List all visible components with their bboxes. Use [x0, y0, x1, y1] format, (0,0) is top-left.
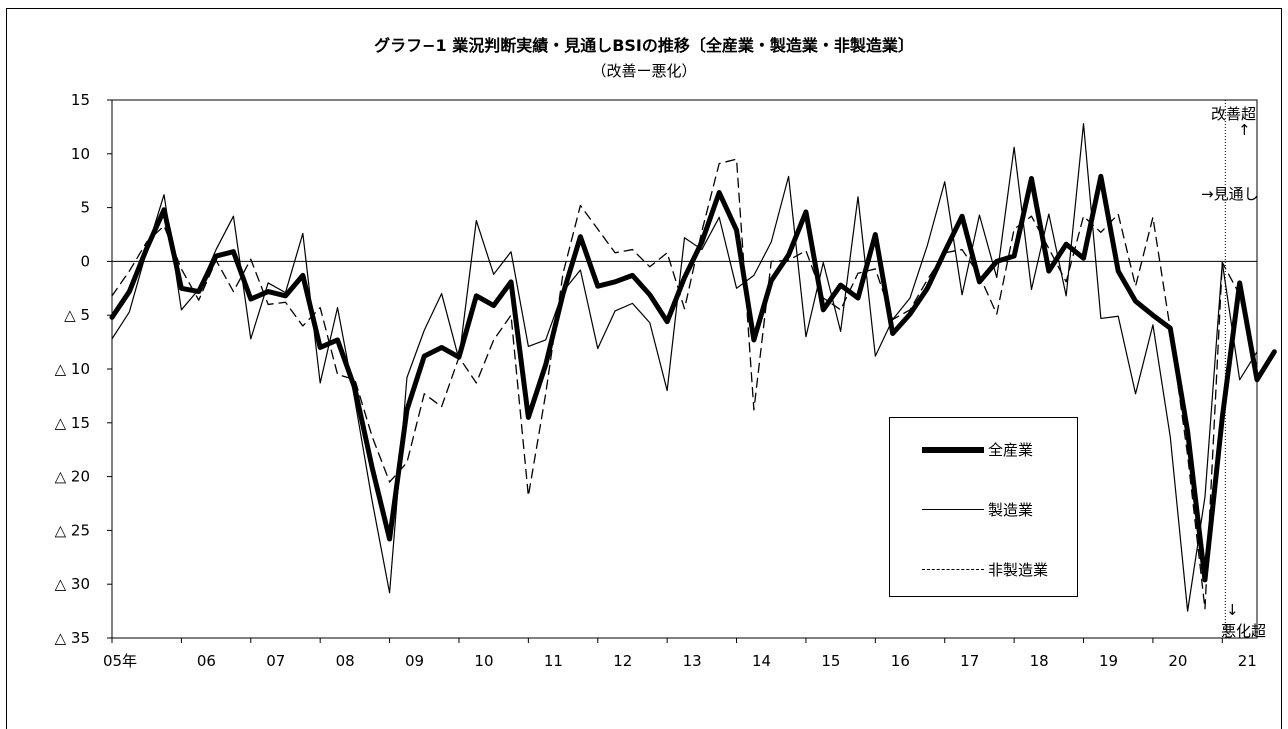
- annotation-worsen: 悪化超: [1221, 622, 1267, 640]
- annotation-forecast: →見通し: [1201, 185, 1259, 203]
- plot-area-border: [111, 99, 1258, 639]
- annotation-down-arrow: ↓: [1226, 601, 1239, 619]
- axes: [107, 99, 1258, 643]
- series-line-non-manufacturing: [111, 158, 1275, 610]
- x-tick-label: 14: [752, 652, 771, 670]
- y-tick-label: △ 35: [55, 629, 90, 647]
- y-tick-label: 10: [71, 145, 90, 163]
- y-tick-label: △ 15: [55, 414, 90, 432]
- chart-frame: [6, 8, 1282, 729]
- x-tick-label: 07: [266, 652, 285, 670]
- y-tick-label: △ 10: [55, 360, 90, 378]
- x-tick-label: 12: [613, 652, 632, 670]
- x-tick-label: 19: [1099, 652, 1118, 670]
- x-tick-label: 11: [544, 652, 563, 670]
- annotation-improve: 改善超: [1211, 105, 1257, 123]
- x-tick-label: 08: [336, 652, 355, 670]
- x-tick-label: 13: [683, 652, 702, 670]
- legend-item-all: 全産業: [890, 440, 1077, 460]
- x-tick-label: 17: [960, 652, 979, 670]
- x-tick-label: 10: [474, 652, 493, 670]
- series-line-all-industries: [109, 173, 1277, 583]
- legend-label: 全産業: [988, 441, 1034, 459]
- legend-swatch-dashed: [922, 569, 984, 570]
- chart-subtitle: （改善ー悪化）: [591, 62, 697, 80]
- x-tick-label: 21: [1238, 652, 1257, 670]
- y-tick-label: △ 25: [55, 521, 90, 539]
- x-tick-label: 15: [821, 652, 840, 670]
- legend-swatch-thick: [922, 447, 984, 453]
- y-tick-label: 15: [71, 91, 90, 109]
- x-tick-label: 09: [405, 652, 424, 670]
- legend: 全産業 製造業 非製造業: [889, 417, 1078, 597]
- x-tick-label: 06: [197, 652, 216, 670]
- y-tick-label: △ 30: [55, 575, 90, 593]
- x-tick-label: 20: [1168, 652, 1187, 670]
- series-line-manufacturing: [111, 123, 1258, 612]
- legend-label: 非製造業: [988, 561, 1049, 579]
- legend-swatch-thin: [922, 509, 984, 510]
- legend-item-manufacturing: 製造業: [890, 500, 1077, 520]
- legend-label: 製造業: [988, 501, 1034, 519]
- x-tick-label: 05年: [103, 652, 137, 670]
- legend-item-nonmanufacturing: 非製造業: [890, 560, 1077, 580]
- y-tick-label: △ 20: [55, 468, 90, 486]
- y-tick-label: △ 5: [64, 306, 90, 324]
- x-tick-label: 16: [891, 652, 910, 670]
- annotation-up-arrow: ↑: [1238, 121, 1251, 139]
- chart-title: グラフ−1 業況判断実績・見通しBSIの推移〔全産業・製造業・非製造業〕: [374, 36, 914, 55]
- tick-labels: 15 10 5 0 △ 5 △ 10 △ 15 △ 20 △ 25 △ 30 △ 35 05年 06 07…: [55, 91, 1257, 670]
- y-tick-label: 5: [80, 199, 90, 217]
- y-tick-label: 0: [80, 252, 90, 270]
- x-tick-label: 18: [1030, 652, 1049, 670]
- series-group: [109, 123, 1277, 612]
